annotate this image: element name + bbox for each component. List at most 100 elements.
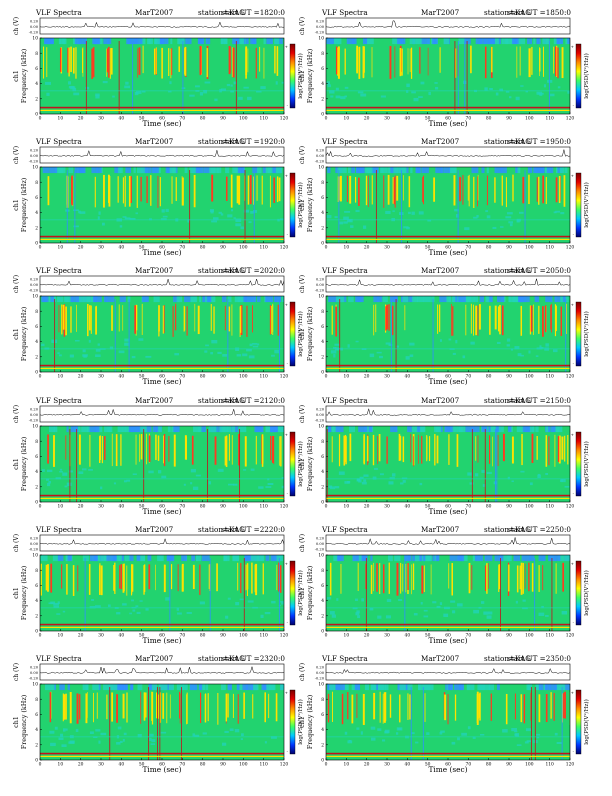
waveform-tick-label: 0.00: [316, 154, 325, 158]
colorbar-tick-label: -: [573, 232, 575, 237]
waveform-axis-label: ch (V): [13, 146, 20, 164]
waveform-tick-label: 0.00: [30, 413, 39, 417]
spectrogram-image: [326, 296, 570, 372]
y-tick-label: 6: [321, 325, 324, 330]
y-tick-label: 2: [35, 743, 38, 748]
x-tick-label: 0: [325, 763, 328, 768]
waveform-frame: [325, 534, 571, 552]
waveform-axis-label: ch (V): [299, 405, 306, 423]
x-tick-label: 40: [405, 375, 411, 380]
x-tick-label: 120: [280, 375, 289, 380]
waveform-frame: [39, 17, 285, 35]
y-tick-label: 6: [321, 584, 324, 589]
colorbar-tick-label: -: [287, 491, 289, 496]
y-tick-label: 2: [321, 97, 324, 102]
waveform-tick-label: 0.20: [316, 666, 325, 670]
x-tick-label: 90: [220, 634, 226, 639]
colorbar-tick-label: +: [285, 690, 288, 695]
waveform-frame: [39, 405, 285, 423]
y-tick-label: 8: [35, 181, 38, 186]
x-tick-label: 100: [525, 763, 534, 768]
spectrogram-image: [326, 684, 570, 760]
y-axis-label: Frequency (kHz): [306, 49, 314, 103]
start-time-label: start UT =2120:0: [221, 396, 285, 405]
start-time-label: start UT =1950:0: [507, 137, 571, 146]
x-tick-label: 20: [78, 117, 84, 122]
x-tick-label: 120: [280, 246, 289, 251]
x-tick-label: 30: [98, 375, 104, 380]
x-tick-label: 60: [159, 634, 165, 639]
colorbar-tick-label: -: [573, 491, 575, 496]
x-tick-label: 20: [78, 634, 84, 639]
waveform-tick-label: 0.00: [316, 283, 325, 287]
y-axis-label: Frequency (kHz): [306, 307, 314, 361]
x-tick-label: 40: [119, 505, 125, 510]
waveform-tick-label: -0.20: [315, 31, 325, 35]
y-tick-label: 8: [321, 181, 324, 186]
waveform-tick-label: -0.20: [29, 160, 39, 164]
station-label: station=KAG: [198, 266, 245, 275]
waveform-tick-label: -0.20: [29, 419, 39, 423]
x-tick-label: 0: [325, 375, 328, 380]
waveform-tick-label: 0.20: [30, 408, 39, 412]
panel-title: VLF Spectra: [35, 137, 82, 146]
x-tick-label: 80: [200, 375, 206, 380]
x-tick-label: 80: [200, 505, 206, 510]
x-tick-label: 30: [98, 505, 104, 510]
waveform-tick-label: -0.20: [315, 419, 325, 423]
waveform-tick-label: 0.20: [316, 20, 325, 24]
waveform-tick-label: 0.00: [316, 413, 325, 417]
panel-title: VLF Spectra: [321, 137, 368, 146]
colorbar-label: log(PSD(V²/Hz)): [297, 311, 304, 357]
x-tick-label: 50: [425, 763, 431, 768]
channel-label: ch1: [298, 587, 306, 599]
waveform-tick-label: 0.20: [30, 149, 39, 153]
waveform-tick-label: 0.20: [316, 278, 325, 282]
panel-title: VLF Spectra: [35, 525, 82, 534]
x-tick-label: 0: [39, 246, 42, 251]
spectrogram-image: [40, 426, 284, 502]
start-time-label: start UT =2350:0: [507, 654, 571, 663]
x-tick-label: 110: [259, 634, 268, 639]
x-tick-label: 120: [280, 117, 289, 122]
x-tick-label: 110: [545, 634, 554, 639]
colorbar-tick-label: +: [571, 690, 574, 695]
campaign-label: MarT2007: [135, 396, 174, 405]
x-tick-label: 30: [98, 763, 104, 768]
waveform-tick-label: 0.00: [30, 154, 39, 158]
x-tick-label: 70: [180, 763, 186, 768]
colorbar-tick-label: -: [287, 620, 289, 625]
x-tick-label: 70: [466, 763, 472, 768]
x-tick-label: 90: [506, 505, 512, 510]
channel-label: ch1: [298, 716, 306, 728]
y-tick-label: 4: [35, 82, 38, 87]
start-time-label: start UT =1850:0: [507, 8, 571, 17]
colorbar-tick-label: +: [571, 302, 574, 307]
x-tick-label: 10: [344, 117, 350, 122]
x-tick-label: 30: [384, 117, 390, 122]
start-time-label: start UT =2250:0: [507, 525, 571, 534]
x-tick-label: 100: [525, 117, 534, 122]
x-tick-label: 20: [364, 246, 370, 251]
station-label: station=KAG: [484, 8, 531, 17]
y-tick-label: 0: [35, 630, 38, 635]
y-tick-label: 2: [321, 485, 324, 490]
x-tick-label: 100: [239, 375, 248, 380]
colorbar-tick-label: -: [287, 361, 289, 366]
waveform-tick-label: 0.20: [316, 408, 325, 412]
waveform-tick-label: 0.20: [30, 666, 39, 670]
waveform-tick-label: 0.20: [316, 537, 325, 541]
x-tick-label: 110: [259, 375, 268, 380]
x-tick-label: 120: [280, 634, 289, 639]
x-tick-label: 40: [119, 763, 125, 768]
spectrogram-image: [326, 426, 570, 502]
waveform-axis-label: ch (V): [13, 405, 20, 423]
colorbar-tick-label: -: [573, 103, 575, 108]
x-tick-label: 50: [425, 375, 431, 380]
station-label: station=KAG: [484, 266, 531, 275]
x-tick-label: 10: [344, 246, 350, 251]
x-tick-label: 90: [506, 117, 512, 122]
y-tick-label: 10: [32, 166, 38, 171]
y-tick-label: 6: [321, 455, 324, 460]
